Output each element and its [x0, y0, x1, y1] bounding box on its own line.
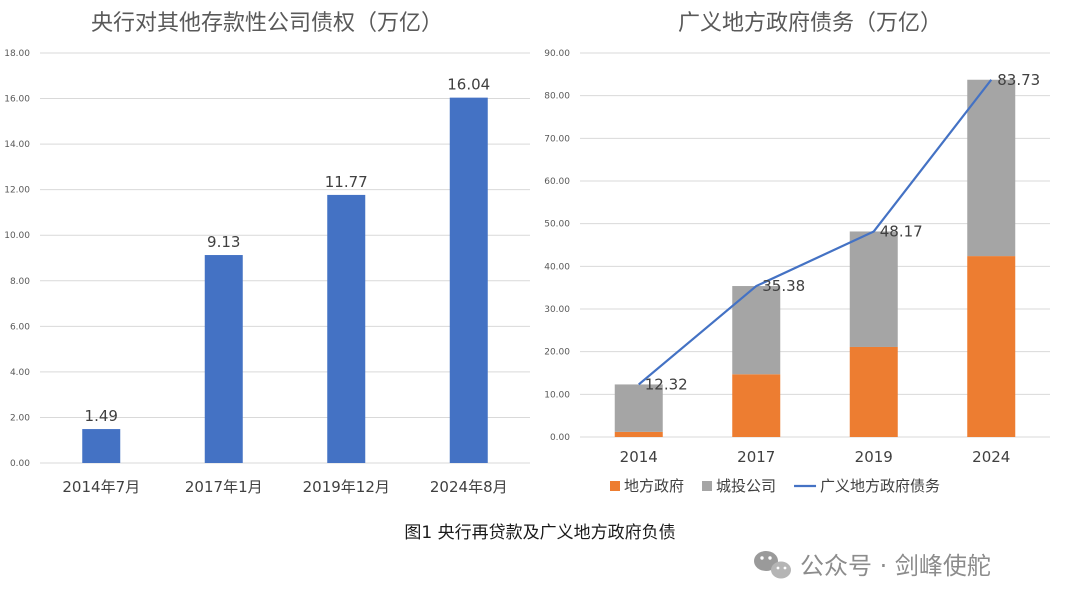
chart1-data-labels: 1.49 9.13 11.77 16.04 [85, 76, 491, 425]
chart2-y-tick-label: 80.00 [544, 92, 570, 102]
chart1-category-label: 2014年7月 [62, 478, 140, 496]
chart2-y-tick-label: 40.00 [544, 262, 570, 272]
chart2-data-label: 35.38 [762, 277, 805, 295]
chart1-y-tick-label: 18.00 [4, 49, 30, 59]
chart2-bar-local-government [967, 256, 1016, 437]
wechat-icon [754, 551, 791, 579]
chart1-bar [82, 429, 121, 463]
chart2-y-axis: 0.00 10.00 20.00 30.00 40.00 50.00 60.00 70.00 8… [544, 49, 570, 443]
chart1-y-tick-label: 16.00 [4, 95, 30, 105]
chart1-y-tick-label: 6.00 [10, 322, 30, 332]
chart1-y-tick-label: 14.00 [4, 140, 30, 150]
chart-central-bank-claims: 央行对其他存款性公司债权（万亿） 0.00 2.00 4.00 6.00 8.00 10.… [4, 11, 530, 496]
chart1-title: 央行对其他存款性公司债权（万亿） [91, 11, 443, 36]
legend-label: 广义地方政府债务 [820, 477, 940, 495]
chart2-legend: 地方政府 城投公司 广义地方政府债务 [610, 477, 940, 495]
chart2-y-tick-label: 10.00 [544, 390, 570, 400]
chart1-bar [327, 194, 366, 463]
chart2-category-label: 2024 [972, 448, 1010, 466]
chart1-bar [204, 255, 243, 463]
chart2-data-label: 48.17 [880, 222, 923, 240]
chart2-line-series [638, 79, 993, 386]
chart1-y-tick-label: 4.00 [10, 368, 30, 378]
chart2-bar-lgfv [614, 384, 663, 432]
chart2-stacked-bars [614, 79, 1016, 437]
watermark-text: 公众号 · 剑峰使舵 [800, 552, 991, 580]
chart2-category-label: 2014 [620, 448, 658, 466]
chart2-category-label: 2019 [855, 448, 893, 466]
chart1-y-axis: 0.00 2.00 4.00 6.00 8.00 10.00 12.00 14.00 16.00… [4, 49, 30, 469]
legend-swatch [610, 481, 620, 491]
chart2-title: 广义地方政府债务（万亿） [678, 11, 942, 36]
chart1-y-tick-label: 2.00 [10, 413, 30, 423]
chart2-y-tick-label: 60.00 [544, 177, 570, 187]
chart1-data-label: 16.04 [447, 76, 490, 94]
chart2-line [638, 79, 993, 386]
legend-swatch [702, 481, 713, 491]
chart2-y-tick-label: 90.00 [544, 49, 570, 59]
chart1-y-tick-label: 8.00 [10, 277, 30, 287]
chart2-bar-lgfv [849, 231, 898, 347]
chart2-bar-local-government [614, 431, 663, 437]
chart2-y-tick-label: 0.00 [550, 433, 570, 443]
chart1-gridlines [40, 52, 530, 464]
chart1-x-axis: 2014年7月 2017年1月 2019年12月 2024年8月 [62, 478, 507, 496]
chart1-bars [82, 97, 488, 464]
chart1-y-tick-label: 0.00 [10, 459, 30, 469]
chart1-category-label: 2024年8月 [430, 478, 508, 496]
chart1-data-label: 9.13 [207, 233, 240, 251]
chart-local-government-debt: 广义地方政府债务（万亿） 0.00 10.00 20.00 30.00 40.00 50.… [544, 11, 1050, 495]
chart2-data-labels: 12.32 35.38 48.17 83.73 [645, 71, 1040, 394]
figure-caption: 图1 央行再贷款及广义地方政府负债 [404, 523, 675, 543]
chart1-y-tick-label: 12.00 [4, 186, 30, 196]
chart2-bar-local-government [849, 346, 898, 437]
chart2-y-tick-label: 20.00 [544, 348, 570, 358]
chart1-data-label: 11.77 [325, 173, 368, 191]
chart2-y-tick-label: 70.00 [544, 134, 570, 144]
chart2-y-tick-label: 30.00 [544, 305, 570, 315]
chart2-bar-lgfv [967, 79, 1016, 257]
chart1-bar [449, 97, 488, 464]
chart2-x-axis: 2014 2017 2019 2024 [620, 448, 1011, 466]
chart1-y-tick-label: 10.00 [4, 231, 30, 241]
chart2-bar-local-government [732, 374, 781, 437]
chart2-data-label: 83.73 [997, 71, 1040, 89]
chart2-y-tick-label: 50.00 [544, 220, 570, 230]
chart2-data-label: 12.32 [645, 375, 688, 393]
legend-label: 地方政府 [624, 477, 684, 495]
chart2-category-label: 2017 [737, 448, 775, 466]
chart1-category-label: 2019年12月 [303, 478, 390, 496]
chart1-data-label: 1.49 [85, 407, 118, 425]
chart1-category-label: 2017年1月 [185, 478, 263, 496]
legend-label: 城投公司 [716, 477, 776, 495]
watermark: 公众号 · 剑峰使舵 [754, 551, 991, 580]
